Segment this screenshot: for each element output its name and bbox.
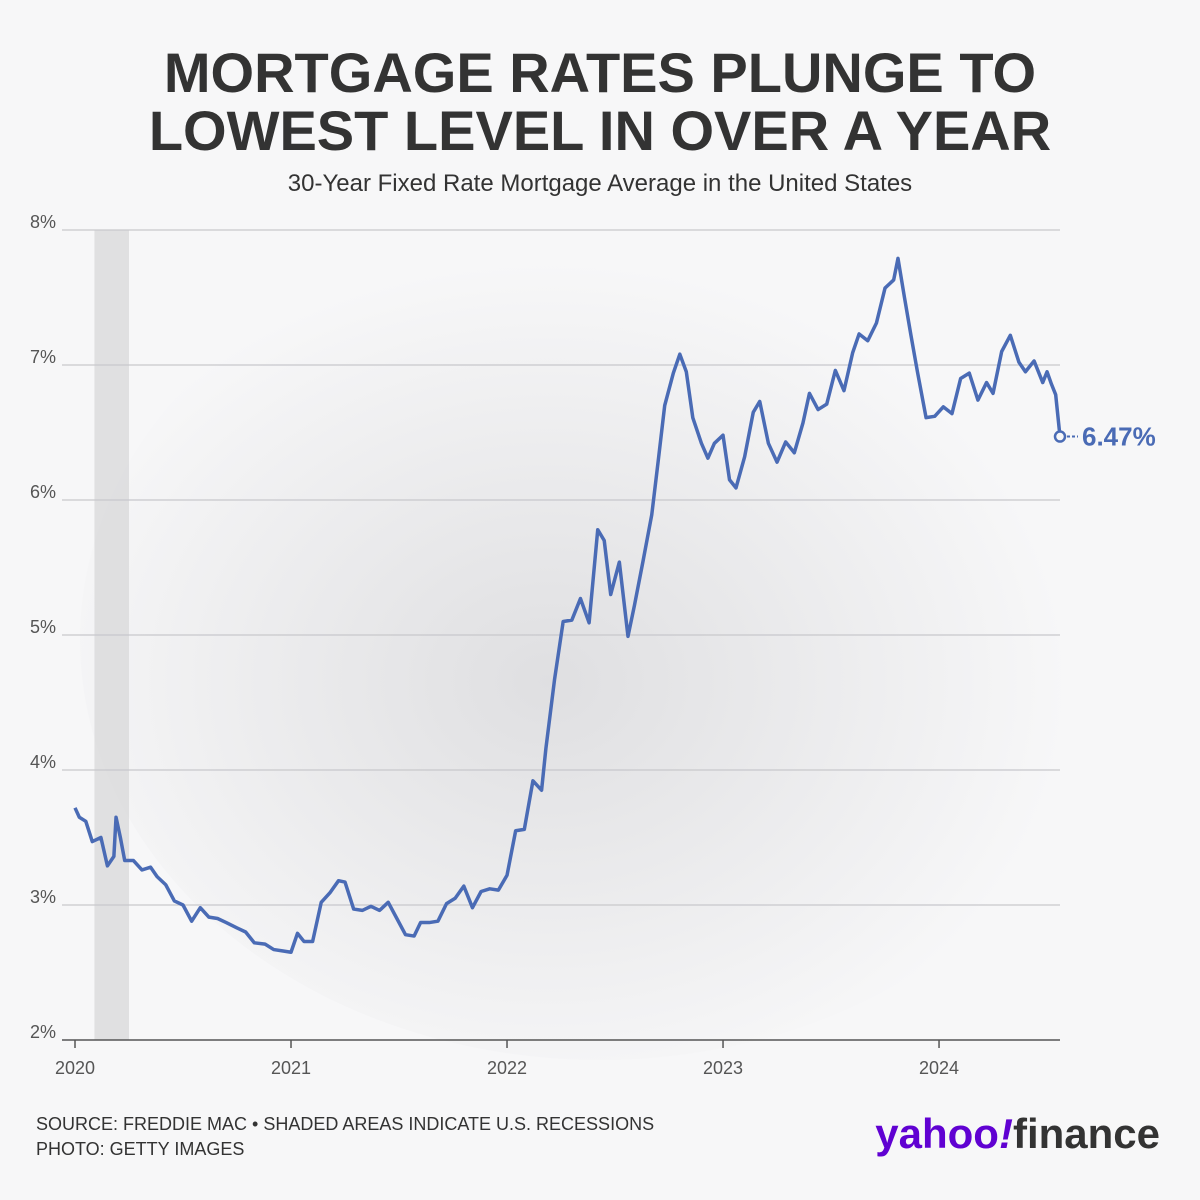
y-tick-label: 7% <box>30 347 56 367</box>
y-tick-label: 8% <box>30 212 56 232</box>
end-value-label: 6.47% <box>1082 422 1156 452</box>
chart-title: MORTGAGE RATES PLUNGE TO <box>164 41 1036 104</box>
photo-backdrop <box>80 220 1120 1060</box>
x-tick-label: 2024 <box>919 1058 959 1078</box>
logo: yahoo!finance <box>875 1110 1160 1157</box>
y-tick-label: 3% <box>30 887 56 907</box>
photo-credit: PHOTO: GETTY IMAGES <box>36 1139 244 1159</box>
end-point <box>1053 430 1067 443</box>
logo-part: ! <box>999 1110 1013 1157</box>
source-note: SOURCE: FREDDIE MAC • SHADED AREAS INDIC… <box>36 1114 654 1134</box>
y-tick-label: 6% <box>30 482 56 502</box>
logo-part: yahoo <box>875 1110 999 1157</box>
series-line <box>73 256 1062 954</box>
x-tick-label: 2021 <box>271 1058 311 1078</box>
chart-title: LOWEST LEVEL IN OVER A YEAR <box>149 99 1051 162</box>
logo-part: finance <box>1013 1110 1160 1157</box>
x-tick-label: 2020 <box>55 1058 95 1078</box>
y-tick-label: 4% <box>30 752 56 772</box>
chart-subtitle: 30-Year Fixed Rate Mortgage Average in t… <box>288 170 912 197</box>
y-tick-label: 5% <box>30 617 56 637</box>
y-tick-label: 2% <box>30 1022 56 1042</box>
x-tick-label: 2023 <box>703 1058 743 1078</box>
x-tick-label: 2022 <box>487 1058 527 1078</box>
